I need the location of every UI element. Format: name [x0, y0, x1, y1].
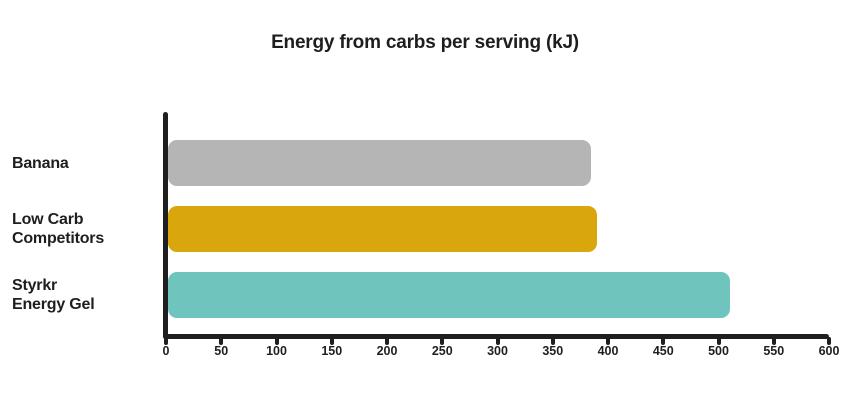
x-axis-tick-50 — [219, 337, 224, 345]
y-axis-line — [163, 112, 168, 339]
x-axis-tick-label-50: 50 — [214, 344, 229, 358]
x-axis-tick-200 — [385, 337, 389, 345]
x-axis-tick-label-550: 550 — [763, 344, 785, 358]
x-axis-tick-label-0: 0 — [162, 344, 170, 358]
category-label-low-carb-competitors: Low Carb Competitors — [12, 211, 105, 247]
bar-banana — [168, 140, 592, 186]
x-axis-tick-100 — [274, 337, 279, 345]
x-axis-tick-label-600: 600 — [818, 344, 840, 358]
x-axis-tick-label-150: 150 — [321, 344, 343, 358]
x-axis-tick-550 — [771, 337, 776, 345]
x-axis-tick-600 — [827, 337, 831, 345]
x-axis-tick-450 — [661, 337, 666, 345]
x-axis-tick-label-450: 450 — [652, 344, 674, 358]
x-axis-tick-label-250: 250 — [431, 344, 453, 358]
x-axis-tick-500 — [716, 337, 721, 345]
x-axis-tick-label-300: 300 — [487, 344, 508, 358]
x-axis-tick-400 — [606, 337, 610, 345]
x-axis-tick-label-100: 100 — [266, 344, 287, 358]
x-axis-tick-150 — [329, 337, 334, 345]
x-axis-tick-350 — [550, 337, 555, 345]
x-axis-tick-label-500: 500 — [708, 344, 729, 358]
chart-title: Energy from carbs per serving (kJ) — [271, 32, 579, 53]
x-axis-tick-label-400: 400 — [597, 344, 619, 358]
bar-styrkr-energy-gel — [168, 272, 730, 318]
x-axis-tick-250 — [440, 337, 445, 345]
category-label-banana: Banana — [12, 154, 69, 172]
x-axis-tick-label-200: 200 — [376, 344, 398, 358]
x-axis-tick-0 — [164, 337, 168, 345]
category-label-styrkr-energy-gel: Styrkr Energy Gel — [12, 277, 95, 313]
x-axis-tick-label-350: 350 — [542, 344, 564, 358]
x-axis-tick-300 — [495, 337, 500, 345]
bar-low-carb-competitors — [168, 206, 597, 252]
x-axis-line — [163, 334, 829, 339]
